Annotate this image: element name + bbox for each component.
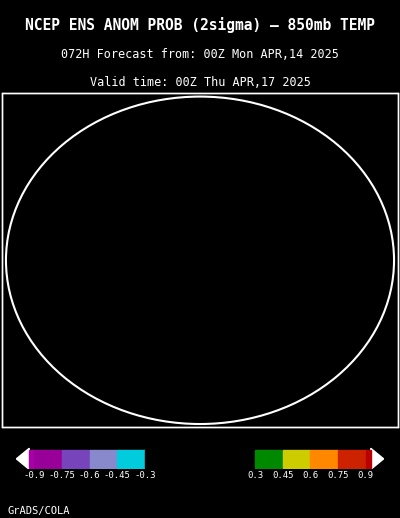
Text: 0.3: 0.3 [247,470,263,480]
Bar [366,450,371,468]
Bar [338,450,366,468]
Text: 0.75: 0.75 [327,470,349,480]
Bar [29,450,34,468]
FancyArrow shape [371,448,384,469]
Bar [34,450,62,468]
Text: NCEP ENS ANOM PROB (2sigma) – 850mb TEMP: NCEP ENS ANOM PROB (2sigma) – 850mb TEMP [25,17,375,33]
Text: 072H Forecast from: 00Z Mon APR,14 2025: 072H Forecast from: 00Z Mon APR,14 2025 [61,49,339,62]
Bar [145,450,255,468]
Text: 0.45: 0.45 [272,470,294,480]
Text: -0.9: -0.9 [24,470,45,480]
Text: -0.75: -0.75 [48,470,76,480]
Bar [90,450,117,468]
Text: -0.3: -0.3 [134,470,156,480]
Text: 0.9: 0.9 [358,470,374,480]
Bar [283,450,310,468]
Text: 0.6: 0.6 [302,470,318,480]
Bar [117,450,145,468]
FancyArrow shape [16,448,29,469]
Text: Valid time: 00Z Thu APR,17 2025: Valid time: 00Z Thu APR,17 2025 [90,77,310,90]
Text: GrADS/COLA: GrADS/COLA [8,506,70,515]
Text: -0.45: -0.45 [104,470,131,480]
Text: -0.6: -0.6 [79,470,100,480]
Bar [310,450,338,468]
Bar [62,450,90,468]
Bar [255,450,283,468]
